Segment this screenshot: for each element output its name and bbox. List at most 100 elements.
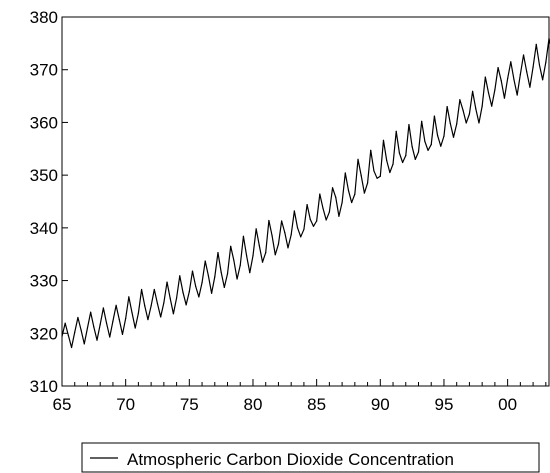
co2-data-point bbox=[274, 254, 276, 256]
co2-data-point bbox=[405, 155, 407, 157]
co2-data-point bbox=[64, 322, 66, 324]
co2-data-point bbox=[188, 291, 190, 293]
co2-data-point bbox=[401, 161, 404, 164]
co2-data-point bbox=[341, 201, 343, 204]
co2-data-point bbox=[487, 92, 490, 94]
co2-data-point bbox=[303, 228, 305, 231]
co2-data-point bbox=[169, 297, 171, 300]
co2-data-point bbox=[335, 196, 337, 198]
co2-data-point bbox=[99, 323, 101, 325]
co2-data-point bbox=[191, 270, 194, 272]
co2-data-point bbox=[230, 245, 232, 247]
co2-data-point bbox=[522, 54, 525, 56]
co2-data-point bbox=[529, 86, 531, 88]
x-tick-label: 85 bbox=[307, 395, 326, 414]
co2-data-point bbox=[223, 286, 225, 289]
co2-data-point bbox=[281, 220, 283, 222]
co2-data-point bbox=[249, 272, 251, 274]
x-tick-label: 90 bbox=[371, 395, 390, 414]
x-tick-label: 00 bbox=[498, 395, 517, 414]
co2-data-point bbox=[175, 297, 178, 299]
co2-data-point bbox=[500, 80, 502, 82]
co2-data-point bbox=[519, 73, 521, 76]
y-tick-label: 350 bbox=[30, 166, 58, 185]
co2-data-point bbox=[366, 182, 369, 184]
co2-series-line bbox=[61, 38, 550, 349]
legend-box bbox=[81, 442, 540, 473]
co2-data-point bbox=[319, 193, 321, 195]
co2-data-point bbox=[344, 172, 346, 174]
co2-data-point bbox=[411, 146, 413, 148]
co2-data-point bbox=[293, 210, 295, 212]
co2-data-point bbox=[261, 261, 264, 263]
co2-data-point bbox=[185, 304, 187, 306]
co2-data-point bbox=[77, 316, 79, 319]
co2-data-point bbox=[179, 275, 181, 277]
co2-data-point bbox=[433, 115, 436, 117]
y-tick-label: 380 bbox=[30, 8, 58, 27]
co2-data-point bbox=[440, 145, 442, 147]
co2-data-point bbox=[83, 343, 85, 345]
co2-data-point bbox=[220, 271, 222, 273]
co2-data-point bbox=[61, 335, 63, 338]
co2-data-point bbox=[328, 211, 330, 213]
co2-data-point bbox=[351, 201, 353, 204]
x-tick-label: 65 bbox=[53, 395, 72, 414]
co2-data-point bbox=[497, 67, 499, 69]
co2-data-point bbox=[287, 247, 289, 249]
x-axis: 65 70 75 80 85 90 95 00 bbox=[53, 379, 547, 414]
co2-data-point bbox=[484, 76, 486, 78]
co2-data-point bbox=[290, 234, 292, 236]
co2-data-point bbox=[134, 327, 136, 329]
co2-data-point bbox=[436, 135, 439, 137]
co2-data-point bbox=[74, 331, 76, 333]
co2-data-point bbox=[370, 149, 372, 151]
co2-data-point bbox=[481, 105, 483, 107]
co2-data-point bbox=[507, 78, 509, 80]
co2-data-point bbox=[201, 282, 203, 284]
co2-data-point bbox=[300, 236, 302, 238]
co2-data-point bbox=[118, 318, 120, 321]
co2-data-point bbox=[67, 334, 69, 336]
co2-data-point bbox=[389, 171, 391, 174]
co2-data-point bbox=[86, 327, 89, 329]
co2-data-point bbox=[510, 61, 512, 63]
co2-data-point bbox=[102, 307, 104, 309]
co2-data-point bbox=[452, 136, 455, 138]
co2-data-point bbox=[465, 122, 467, 124]
co2-data-point bbox=[125, 317, 127, 320]
co2-data-point bbox=[468, 113, 471, 115]
co2-data-point bbox=[144, 305, 146, 307]
y-axis: 310 320 330 340 350 360 370 380 bbox=[30, 8, 68, 396]
co2-data-point bbox=[296, 227, 299, 229]
co2-data-point bbox=[70, 346, 73, 349]
co2-data-point bbox=[449, 122, 451, 125]
co2-data-point bbox=[226, 273, 229, 275]
co2-data-point bbox=[325, 219, 327, 221]
y-tick-label: 370 bbox=[30, 61, 58, 80]
co2-data-point bbox=[252, 255, 254, 257]
co2-data-point bbox=[204, 260, 206, 262]
co2-data-point bbox=[503, 97, 506, 99]
co2-data-point bbox=[217, 252, 219, 254]
co2-data-point bbox=[115, 304, 117, 306]
series-group bbox=[61, 38, 550, 349]
co2-data-point bbox=[93, 326, 95, 328]
co2-data-point bbox=[128, 296, 130, 298]
co2-data-point bbox=[417, 151, 420, 153]
co2-data-point bbox=[246, 255, 248, 257]
co2-data-point bbox=[494, 89, 496, 91]
x-tick-label: 95 bbox=[434, 395, 453, 414]
co2-data-point bbox=[430, 143, 432, 146]
co2-data-point bbox=[538, 64, 541, 66]
co2-data-point bbox=[150, 305, 152, 307]
plot-area-border bbox=[61, 16, 550, 387]
co2-data-point bbox=[211, 292, 213, 294]
co2-data-point bbox=[414, 158, 416, 160]
co2-data-point bbox=[271, 235, 273, 237]
co2-data-point bbox=[312, 225, 315, 227]
co2-data-point bbox=[354, 193, 356, 195]
co2-data-point bbox=[443, 135, 445, 137]
co2-data-point bbox=[195, 285, 197, 287]
co2-data-point bbox=[545, 61, 547, 63]
